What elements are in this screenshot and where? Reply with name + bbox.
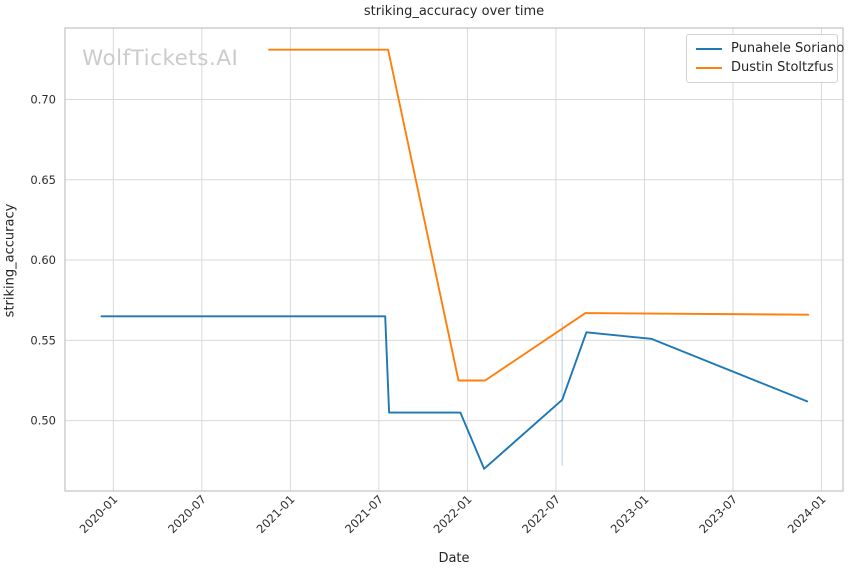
- y-tick-label: 0.55: [30, 333, 56, 347]
- x-tick-label: 2021-07: [342, 492, 386, 536]
- y-tick-label: 0.70: [30, 92, 56, 106]
- x-tick-label: 2023-01: [608, 492, 652, 536]
- series-line: [268, 48, 810, 382]
- plot-border: [64, 27, 844, 492]
- legend-box: Punahele Soriano Dustin Stoltzfus: [686, 34, 844, 83]
- x-axis-label: Date: [438, 551, 470, 566]
- series-line: [100, 315, 809, 470]
- y-tick-label: 0.65: [30, 173, 56, 187]
- watermark-text: WolfTickets.AI: [82, 46, 239, 71]
- x-tick-label: 2021-01: [254, 492, 298, 536]
- legend-entry-dustin-stoltzfus: Dustin Stoltzfus: [687, 58, 837, 77]
- y-tick-label: 0.50: [30, 414, 56, 428]
- x-tick-label: 2020-07: [165, 492, 209, 536]
- x-tick-label: 2023-07: [696, 492, 740, 536]
- legend-line-sample-blue: [696, 47, 722, 50]
- x-tick-label: 2022-01: [431, 492, 475, 536]
- x-tick-label: 2022-07: [519, 492, 563, 536]
- legend-label: Punahele Soriano: [731, 41, 845, 56]
- legend-label: Dustin Stoltzfus: [731, 60, 834, 75]
- y-tick-label: 0.60: [30, 253, 56, 267]
- x-tick-label: 2020-01: [77, 492, 121, 536]
- x-tick-label: 2024-01: [785, 492, 829, 536]
- legend-line-sample-orange: [696, 66, 722, 69]
- legend-entry-punahele-soriano: Punahele Soriano: [687, 39, 844, 58]
- y-axis-label: striking_accuracy: [2, 203, 18, 318]
- chart-title: striking_accuracy over time: [363, 4, 545, 19]
